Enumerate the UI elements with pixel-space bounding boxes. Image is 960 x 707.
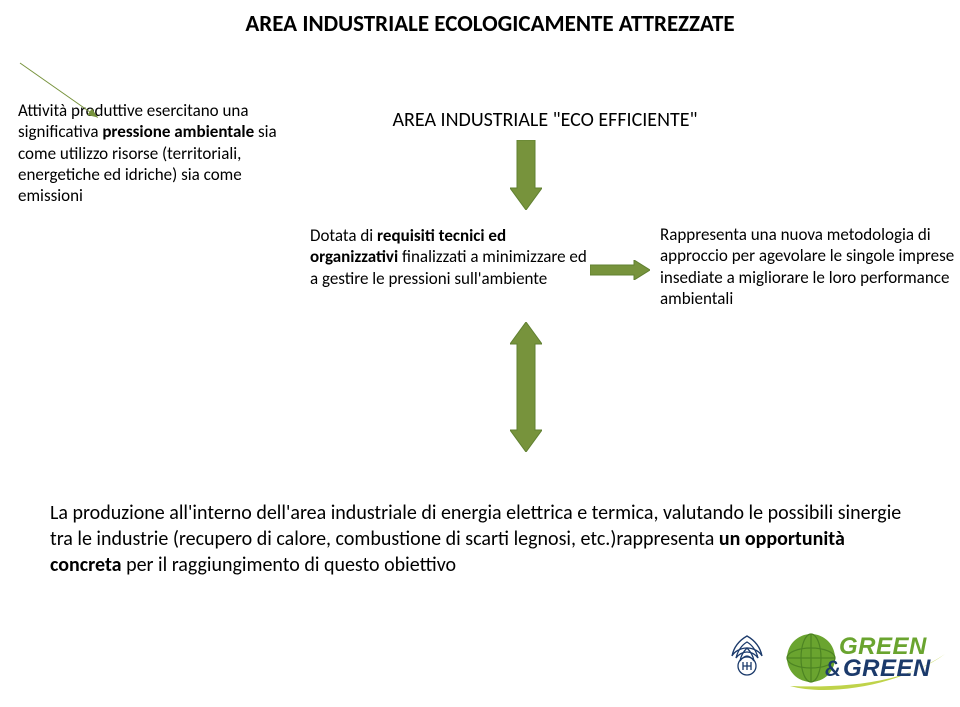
arrow-thin-diagonal-icon (12, 55, 132, 115)
slide-root: AREA INDUSTRIALE ECOLOGICAMENTE ATTREZZA… (0, 0, 960, 707)
eco-efficiente-heading: AREA INDUSTRIALE "ECO EFFICIENTE" (370, 108, 720, 132)
slide-title: AREA INDUSTRIALE ECOLOGICAMENTE ATTREZZA… (140, 10, 840, 38)
left-text: Attività produttive esercitano una signi… (18, 100, 278, 206)
confindustria-logo-icon (720, 628, 775, 683)
logo-green-bottom: GREEN (843, 655, 931, 682)
logo-amp: & (825, 655, 841, 682)
bottom-paragraph: La produzione all'interno dell'area indu… (50, 500, 910, 578)
arrow-right-icon (590, 260, 650, 280)
arrow-updown-icon (510, 322, 542, 452)
center-text: Dotata di requisiti tecnici ed organizza… (310, 225, 590, 289)
green-and-green-logo: GREEN & GREEN (785, 618, 955, 698)
right-text: Rappresenta una nuova metodologia di app… (660, 224, 960, 309)
arrow-down-icon (510, 140, 542, 210)
